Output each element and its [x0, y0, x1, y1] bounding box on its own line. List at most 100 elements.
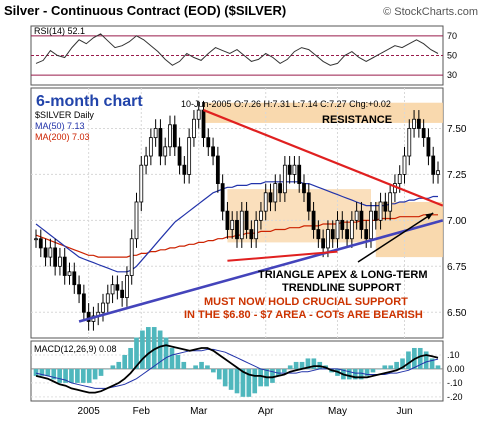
candle-body — [306, 192, 311, 212]
candle — [268, 183, 273, 212]
candle-body — [134, 201, 139, 240]
macd-tick-label: -.10 — [447, 378, 463, 388]
candle — [407, 119, 412, 166]
candle — [81, 284, 86, 322]
macd-histogram-bar — [92, 368, 98, 380]
macd-histogram-bar — [305, 358, 311, 369]
macd-histogram-bar — [80, 368, 86, 383]
macd-histogram-bar — [311, 358, 317, 369]
candle — [187, 128, 192, 184]
candle-body — [67, 271, 72, 276]
candle-body — [345, 229, 349, 240]
candle — [86, 303, 91, 331]
candle — [249, 220, 254, 248]
macd-histogram-bar — [406, 351, 411, 369]
candle — [163, 137, 168, 166]
candle-body — [101, 302, 105, 313]
candle — [421, 119, 426, 147]
macd-histogram-bar — [199, 361, 204, 369]
candle — [359, 201, 364, 239]
candle-body — [144, 155, 148, 166]
candle-body — [225, 210, 230, 230]
support-label-2: IN THE $6.80 - $7 AREA - COTs ARE BEARIS… — [184, 309, 423, 321]
macd-histogram-bar — [216, 368, 222, 380]
macd-tick-label: -.20 — [447, 392, 463, 402]
candle — [263, 183, 268, 221]
macd-histogram-bar — [222, 368, 228, 387]
macd-line — [35, 344, 439, 394]
candle-body — [421, 128, 426, 139]
candle-body — [62, 256, 67, 276]
candle — [62, 247, 67, 285]
macd-histogram-bar — [151, 327, 157, 369]
candle — [259, 201, 263, 230]
candle-body — [407, 128, 412, 157]
macd-histogram-bar — [104, 368, 110, 370]
candle-body — [263, 192, 268, 212]
candle — [412, 110, 416, 138]
candle — [282, 156, 287, 202]
candle-body — [53, 247, 58, 267]
candle-body — [397, 173, 402, 184]
candle — [134, 192, 139, 248]
candle — [67, 262, 72, 285]
candle — [426, 128, 431, 166]
macd-histogram-bar — [193, 365, 198, 369]
candle — [335, 211, 340, 248]
macd-histogram-bar — [57, 368, 62, 383]
x-tick-label: Apr — [258, 406, 274, 417]
apex-label-2: TRENDLINE SUPPORT — [282, 282, 401, 294]
candle — [182, 156, 187, 184]
rsi-legend: RSI(14) 52.1 — [34, 26, 85, 36]
candle — [211, 137, 215, 166]
macd-layer — [31, 327, 443, 398]
macd-histogram-bar — [33, 368, 39, 376]
candle-body — [249, 229, 254, 240]
candle — [273, 174, 278, 212]
candle — [311, 201, 316, 239]
candle — [431, 146, 436, 184]
x-tick-label: Feb — [133, 406, 151, 417]
ma200-legend: MA(200) 7.03 — [35, 132, 90, 142]
candle-body — [58, 256, 62, 267]
support-label-1: MUST NOW HOLD CRUCIAL SUPPORT — [204, 296, 408, 308]
candle-body — [86, 311, 91, 322]
macd-histogram-bar — [51, 368, 57, 380]
candle-body — [282, 164, 287, 194]
candle — [168, 115, 172, 157]
macd-histogram-bar — [205, 365, 210, 369]
macd-histogram-bar — [417, 347, 423, 369]
macd-histogram-bar — [299, 361, 305, 369]
candle-body — [378, 201, 383, 221]
macd-histogram-bar — [400, 358, 405, 369]
candle — [292, 156, 297, 184]
consolidation-zone — [227, 189, 371, 243]
macd-histogram-bar — [187, 368, 193, 370]
candle-body — [354, 210, 359, 221]
candle-body — [201, 109, 206, 139]
candle — [416, 110, 421, 138]
rsi-tick-label: 70 — [447, 31, 457, 41]
macd-histogram-bar — [246, 368, 252, 397]
candle — [196, 100, 201, 129]
ma50-legend: MA(50) 7.13 — [35, 121, 85, 131]
candle-body — [215, 155, 220, 184]
rsi-tick-label: 30 — [447, 70, 457, 80]
candle-body — [129, 238, 134, 276]
candle — [144, 146, 148, 175]
macd-histogram-bar — [394, 361, 399, 369]
candle-body — [268, 192, 273, 203]
candle-body — [326, 229, 330, 249]
price-tick-label: 7.25 — [447, 170, 467, 181]
macd-histogram-bar — [281, 368, 287, 373]
x-tick-label: May — [328, 406, 347, 417]
macd-histogram-bar — [211, 368, 216, 373]
rsi-line — [35, 33, 439, 66]
macd-histogram-bar — [134, 337, 139, 369]
macd-histogram-bar — [122, 354, 128, 369]
candle-body — [110, 284, 115, 295]
candle-body — [426, 137, 431, 157]
symbol-legend: $SILVER Daily — [35, 110, 94, 120]
candle-body — [43, 247, 48, 258]
